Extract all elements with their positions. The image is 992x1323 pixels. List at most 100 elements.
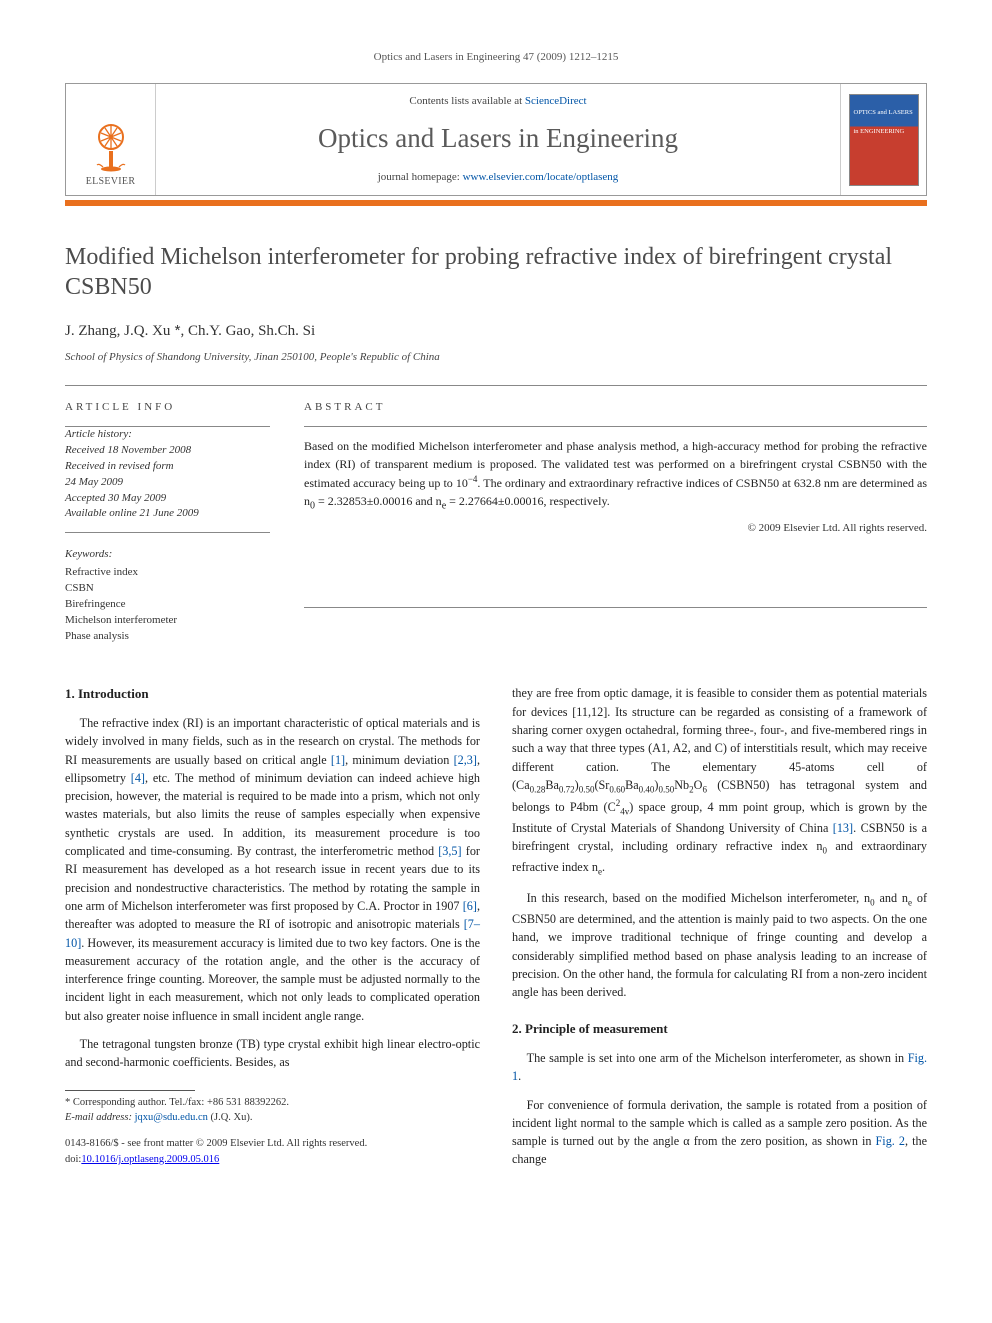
ref-link[interactable]: [3,5] [438, 844, 461, 858]
cover-text-line1: OPTICS and LASERS [854, 109, 914, 116]
article-history: Article history: Received 18 November 20… [65, 427, 270, 523]
ref-link[interactable]: [13] [833, 821, 853, 835]
sub: 0.72 [559, 784, 575, 794]
journal-name: Optics and Lasers in Engineering [318, 120, 678, 158]
history-revised-date: 24 May 2009 [65, 475, 270, 491]
abstract-frag: = 2.27664±0.00016, respectively. [446, 494, 610, 508]
body-text: Nb [674, 778, 689, 792]
history-accepted: Accepted 30 May 2009 [65, 491, 270, 507]
body-columns: 1. Introduction The refractive index (RI… [65, 684, 927, 1173]
cover-text-line2: in ENGINEERING [854, 128, 914, 135]
sub: 0.50 [658, 784, 674, 794]
keyword: CSBN [65, 581, 270, 597]
body-text: . However, its measurement accuracy is l… [65, 936, 480, 1023]
history-online: Available online 21 June 2009 [65, 506, 270, 522]
history-received: Received 18 November 2008 [65, 443, 270, 459]
abstract-rule-bottom [304, 607, 927, 608]
homepage-prefix: journal homepage: [378, 171, 463, 183]
body-text: (Sr [594, 778, 609, 792]
body-text: Ba [545, 778, 559, 792]
body-text: , minimum deviation [345, 753, 453, 767]
ref-link[interactable]: [6] [463, 899, 477, 913]
keyword: Phase analysis [65, 629, 270, 645]
email-paren: (J.Q. Xu). [210, 1112, 252, 1123]
affiliation: School of Physics of Shandong University… [65, 350, 927, 365]
running-head: Optics and Lasers in Engineering 47 (200… [65, 50, 927, 65]
keyword: Birefringence [65, 597, 270, 613]
journal-cover-thumb: OPTICS and LASERS in ENGINEERING [849, 94, 919, 186]
sub: 0.28 [530, 784, 546, 794]
abstract-frag: = 2.32853±0.00016 and n [315, 494, 442, 508]
body-text: In this research, based on the modified … [527, 891, 871, 905]
footnote-block: * Corresponding author. Tel./fax: +86 53… [65, 1090, 480, 1168]
body-paragraph: The tetragonal tungsten bronze (TB) type… [65, 1035, 480, 1072]
history-revised-label: Received in revised form [65, 459, 270, 475]
keyword: Michelson interferometer [65, 613, 270, 629]
authors: J. Zhang, J.Q. Xu *, Ch.Y. Gao, Sh.Ch. S… [65, 320, 927, 342]
authors-text-2: , Ch.Y. Gao, Sh.Ch. Si [180, 323, 315, 339]
doi-label: doi: [65, 1154, 81, 1165]
sub: 0.60 [609, 784, 625, 794]
body-text: . [602, 860, 605, 874]
sub: 0.50 [579, 784, 595, 794]
journal-homepage-line: journal homepage: www.elsevier.com/locat… [378, 170, 619, 185]
issn-copyright: 0143-8166/$ - see front matter © 2009 El… [65, 1136, 480, 1168]
meta-row: ARTICLE INFO Article history: Received 1… [65, 386, 927, 644]
accent-bar [65, 200, 927, 206]
sciencedirect-link[interactable]: ScienceDirect [525, 95, 587, 107]
body-paragraph: For convenience of formula derivation, t… [512, 1096, 927, 1169]
body-paragraph: The refractive index (RI) is an importan… [65, 714, 480, 1025]
contents-prefix: Contents lists available at [409, 95, 524, 107]
email-link[interactable]: jqxu@sdu.edu.cn [135, 1112, 208, 1123]
corresponding-mark-icon: * [170, 322, 180, 339]
article-info-block: ARTICLE INFO Article history: Received 1… [65, 386, 270, 644]
body-paragraph: In this research, based on the modified … [512, 889, 927, 1001]
body-text: For convenience of formula derivation, t… [512, 1098, 927, 1149]
abstract-rule [304, 426, 927, 427]
issn-line: 0143-8166/$ - see front matter © 2009 El… [65, 1136, 480, 1152]
publisher-name: ELSEVIER [86, 175, 136, 189]
doi-link[interactable]: 10.1016/j.optlaseng.2009.05.016 [81, 1154, 219, 1165]
ref-link[interactable]: [2,3] [454, 753, 477, 767]
masthead-center: Contents lists available at ScienceDirec… [156, 84, 840, 195]
body-text: and n [875, 891, 908, 905]
email-label: E-mail address: [65, 1112, 132, 1123]
info-rule-2 [65, 532, 270, 533]
body-text: The sample is set into one arm of the Mi… [527, 1051, 908, 1065]
ref-link[interactable]: [4] [131, 771, 145, 785]
abstract-block: ABSTRACT Based on the modified Michelson… [304, 386, 927, 644]
body-paragraph: they are free from optic damage, it is f… [512, 684, 927, 879]
abstract-sup: −4 [468, 474, 478, 484]
footnote-rule [65, 1090, 195, 1091]
abstract-copyright: © 2009 Elsevier Ltd. All rights reserved… [304, 521, 927, 536]
body-text: of CSBN50 are determined, and the attent… [512, 891, 927, 999]
figure-link[interactable]: Fig. 2 [876, 1134, 905, 1148]
elsevier-tree-icon [87, 121, 135, 173]
keywords-label: Keywords: [65, 547, 270, 562]
body-text: Ba [625, 778, 639, 792]
contents-available-line: Contents lists available at ScienceDirec… [409, 94, 586, 109]
ref-link[interactable]: [1] [331, 753, 345, 767]
keywords-list: Refractive index CSBN Birefringence Mich… [65, 565, 270, 645]
sub: 0.40 [639, 784, 655, 794]
sub: 4v [620, 806, 629, 816]
masthead: ELSEVIER Contents lists available at Sci… [65, 83, 927, 196]
abstract-text: Based on the modified Michelson interfer… [304, 437, 927, 513]
doi-line: doi:10.1016/j.optlaseng.2009.05.016 [65, 1152, 480, 1168]
email-line: E-mail address: jqxu@sdu.edu.cn (J.Q. Xu… [65, 1110, 480, 1126]
corresponding-author-note: * Corresponding author. Tel./fax: +86 53… [65, 1095, 480, 1111]
keyword: Refractive index [65, 565, 270, 581]
journal-cover-block: OPTICS and LASERS in ENGINEERING [840, 84, 926, 195]
publisher-logo-block: ELSEVIER [66, 84, 156, 195]
body-paragraph: The sample is set into one arm of the Mi… [512, 1049, 927, 1086]
authors-text: J. Zhang, J.Q. Xu [65, 323, 170, 339]
article-info-label: ARTICLE INFO [65, 400, 270, 415]
journal-homepage-link[interactable]: www.elsevier.com/locate/optlaseng [463, 171, 619, 183]
article-title: Modified Michelson interferometer for pr… [65, 242, 927, 302]
section-1-heading: 1. Introduction [65, 684, 480, 704]
section-2-heading: 2. Principle of measurement [512, 1019, 927, 1039]
body-text: they are free from optic damage, it is f… [512, 686, 927, 791]
body-text: . [518, 1069, 521, 1083]
history-label: Article history: [65, 427, 270, 443]
abstract-label: ABSTRACT [304, 400, 927, 415]
